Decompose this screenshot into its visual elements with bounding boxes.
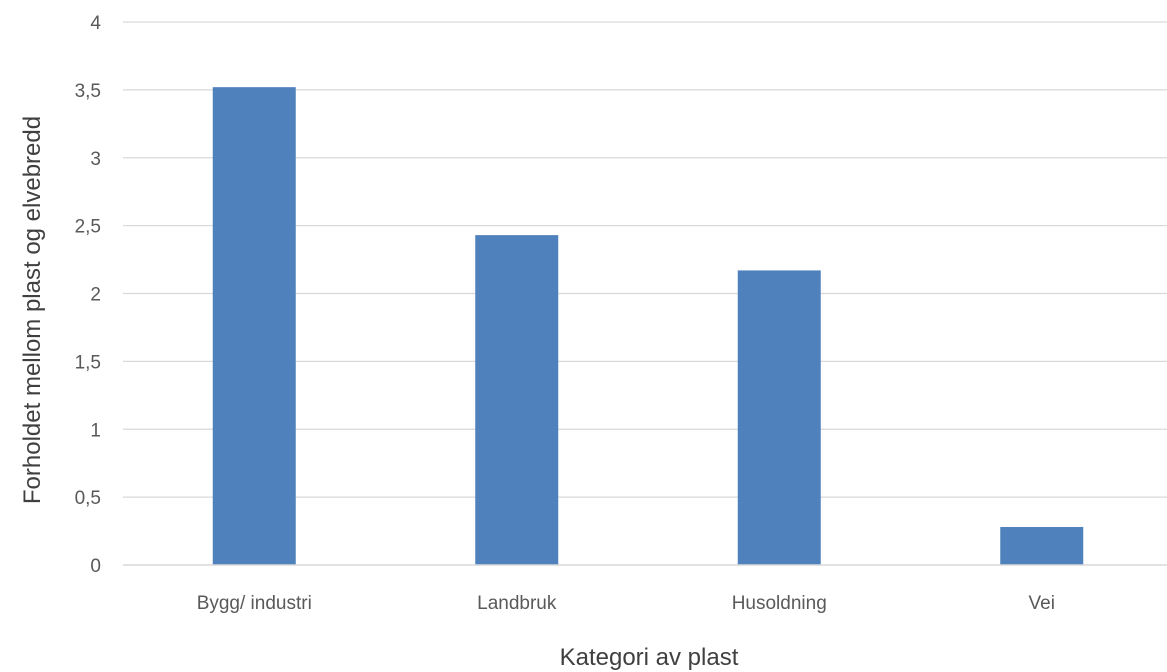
y-tick-labels: 0 0,5 1 1,5 2 2,5 3 3,5 4 xyxy=(75,13,102,577)
bar xyxy=(212,87,296,565)
x-tick-label: Vei xyxy=(1029,593,1055,614)
y-tick-label: 0 xyxy=(90,556,101,577)
y-tick-label: 3 xyxy=(90,149,101,170)
bars xyxy=(212,87,1084,565)
bar xyxy=(475,235,559,565)
bar xyxy=(737,270,821,565)
y-axis-title: Forholdet mellom plast og elvebredd xyxy=(19,116,46,504)
y-tick-label: 4 xyxy=(90,13,101,34)
y-tick-label: 3,5 xyxy=(75,81,101,102)
x-tick-label: Landbruk xyxy=(477,593,557,614)
y-tick-label: 1 xyxy=(90,420,101,441)
x-tick-label: Husoldning xyxy=(732,593,827,614)
x-tick-label: Bygg/ industri xyxy=(197,593,312,614)
y-tick-label: 2 xyxy=(90,285,101,306)
bar xyxy=(1000,526,1084,565)
gridlines xyxy=(123,21,1167,498)
x-axis-title: Kategori av plast xyxy=(560,644,739,671)
y-tick-label: 2,5 xyxy=(75,217,101,238)
y-tick-label: 0,5 xyxy=(75,488,101,509)
y-tick-label: 1,5 xyxy=(75,352,101,373)
x-tick-labels: Bygg/ industri Landbruk Husoldning Vei xyxy=(197,593,1055,614)
